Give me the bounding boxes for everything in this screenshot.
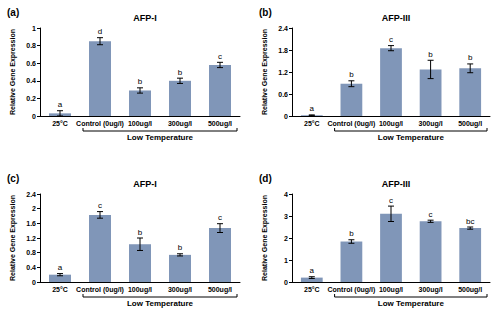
svg-text:0.4: 0.4 xyxy=(26,264,36,271)
svg-text:500ug/l: 500ug/l xyxy=(208,286,232,294)
svg-text:300ug/l: 300ug/l xyxy=(168,286,192,294)
svg-text:Low Temperature: Low Temperature xyxy=(127,133,194,142)
svg-text:0.8: 0.8 xyxy=(26,249,36,256)
svg-text:b: b xyxy=(178,68,183,77)
svg-text:100ug/l: 100ug/l xyxy=(128,120,152,128)
svg-text:AFP-I: AFP-I xyxy=(133,179,157,189)
svg-text:1: 1 xyxy=(284,257,288,264)
svg-text:c: c xyxy=(218,52,222,61)
svg-text:0.2: 0.2 xyxy=(26,95,36,102)
svg-text:AFP-III: AFP-III xyxy=(382,13,411,23)
svg-text:b: b xyxy=(138,228,143,237)
svg-text:100ug/l: 100ug/l xyxy=(379,286,403,294)
svg-text:a: a xyxy=(58,263,63,272)
svg-text:0: 0 xyxy=(32,279,36,286)
svg-text:Low Temperature: Low Temperature xyxy=(378,299,445,308)
svg-text:Low Temperature: Low Temperature xyxy=(378,133,445,142)
svg-text:0: 0 xyxy=(32,113,36,120)
svg-text:Low Temperature: Low Temperature xyxy=(127,299,194,308)
svg-text:1.2: 1.2 xyxy=(26,235,36,242)
svg-text:a: a xyxy=(310,104,315,113)
svg-text:c: c xyxy=(98,201,102,210)
svg-text:1.2: 1.2 xyxy=(278,69,288,76)
svg-text:c: c xyxy=(389,196,393,205)
svg-text:Relative Gene Expression: Relative Gene Expression xyxy=(261,29,269,115)
svg-text:25°C: 25°C xyxy=(304,120,320,127)
svg-text:Relative Gene Expression: Relative Gene Expression xyxy=(9,29,17,115)
svg-text:Relative Gene Expression: Relative Gene Expression xyxy=(261,195,269,281)
svg-text:25°C: 25°C xyxy=(52,120,68,127)
svg-text:d: d xyxy=(98,27,102,36)
svg-text:1.8: 1.8 xyxy=(278,47,288,54)
svg-text:100ug/l: 100ug/l xyxy=(128,286,152,294)
svg-text:1.6: 1.6 xyxy=(26,220,36,227)
svg-text:c: c xyxy=(389,35,393,44)
svg-text:a: a xyxy=(58,100,63,109)
svg-text:300ug/l: 300ug/l xyxy=(419,120,443,128)
svg-text:25°C: 25°C xyxy=(52,286,68,293)
svg-text:c: c xyxy=(218,213,222,222)
svg-text:(c): (c) xyxy=(7,173,19,184)
svg-text:0.6: 0.6 xyxy=(26,60,36,67)
svg-text:2.4: 2.4 xyxy=(26,191,36,198)
svg-text:25°C: 25°C xyxy=(304,286,320,293)
svg-text:(d): (d) xyxy=(259,173,272,184)
svg-text:AFP-III: AFP-III xyxy=(382,179,411,189)
svg-text:3: 3 xyxy=(284,213,288,220)
svg-text:300ug/l: 300ug/l xyxy=(419,286,443,294)
svg-text:Control (0ug/l): Control (0ug/l) xyxy=(76,120,124,128)
svg-text:b: b xyxy=(178,243,183,252)
svg-text:a: a xyxy=(310,266,315,275)
svg-text:(a): (a) xyxy=(7,7,19,18)
svg-text:(b): (b) xyxy=(259,7,272,18)
svg-text:b: b xyxy=(138,77,143,86)
svg-text:0.6: 0.6 xyxy=(278,91,288,98)
svg-text:Relative Gene Expression: Relative Gene Expression xyxy=(9,195,17,281)
svg-text:2.4: 2.4 xyxy=(278,25,288,32)
svg-text:bc: bc xyxy=(466,217,474,226)
svg-text:Control (0ug/l): Control (0ug/l) xyxy=(327,120,375,128)
svg-text:Control (0ug/l): Control (0ug/l) xyxy=(76,286,124,294)
svg-text:0.4: 0.4 xyxy=(26,77,36,84)
svg-text:1: 1 xyxy=(32,25,36,32)
svg-text:0: 0 xyxy=(284,279,288,286)
svg-text:0: 0 xyxy=(284,113,288,120)
svg-text:2: 2 xyxy=(284,235,288,242)
svg-text:b: b xyxy=(349,70,354,79)
svg-text:300ug/l: 300ug/l xyxy=(168,120,192,128)
svg-text:4: 4 xyxy=(284,191,288,198)
svg-text:500ug/l: 500ug/l xyxy=(458,286,482,294)
svg-text:b: b xyxy=(428,50,433,59)
svg-text:100ug/l: 100ug/l xyxy=(379,120,403,128)
svg-text:Control (0ug/l): Control (0ug/l) xyxy=(327,286,375,294)
svg-text:500ug/l: 500ug/l xyxy=(458,120,482,128)
svg-text:AFP-I: AFP-I xyxy=(133,13,157,23)
svg-text:0.8: 0.8 xyxy=(26,42,36,49)
svg-text:500ug/l: 500ug/l xyxy=(208,120,232,128)
svg-text:b: b xyxy=(468,53,473,62)
svg-text:b: b xyxy=(349,229,354,238)
svg-text:2: 2 xyxy=(32,205,36,212)
svg-text:c: c xyxy=(429,210,433,219)
